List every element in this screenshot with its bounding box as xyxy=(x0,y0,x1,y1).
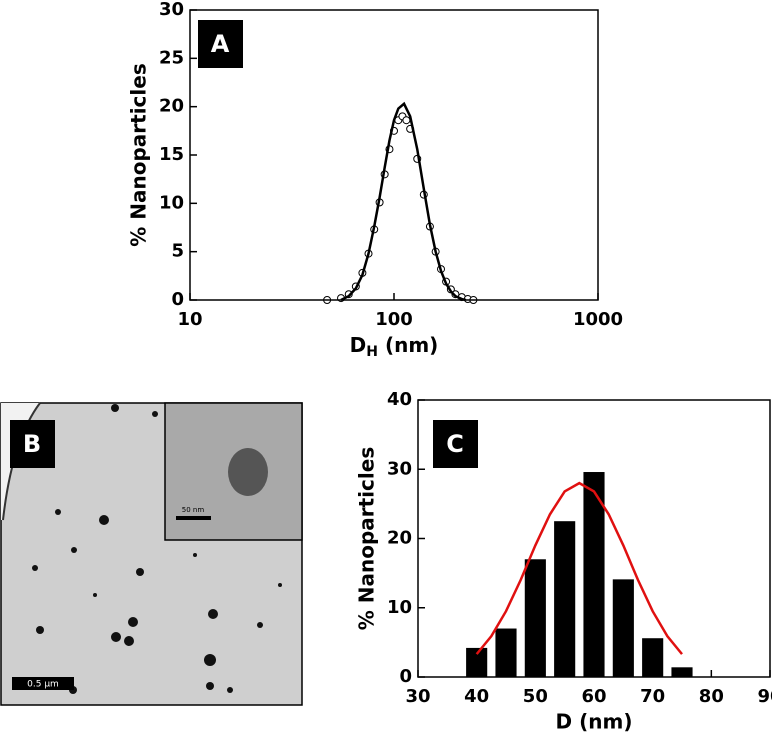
data-point xyxy=(402,116,411,125)
x-axis-label: DH (nm) xyxy=(350,333,439,361)
y-tick-label: 0 xyxy=(399,666,412,687)
scale-bar-label: 0.5 μm xyxy=(27,680,59,690)
micrograph xyxy=(0,402,303,706)
x-tick-label: 50 xyxy=(523,686,548,707)
bar xyxy=(554,521,576,677)
x-axis-label-part: D xyxy=(350,333,367,357)
panel-label: B xyxy=(23,430,41,458)
x-tick-label: 1000 xyxy=(573,309,623,330)
x-tick-label: 80 xyxy=(699,686,724,707)
y-tick-label: 20 xyxy=(159,96,184,117)
panel-label-box xyxy=(198,20,243,68)
x-tick-label: 40 xyxy=(464,686,489,707)
x-tick-label: 30 xyxy=(405,686,430,707)
y-tick-label: 30 xyxy=(387,458,412,479)
panel-label: C xyxy=(446,430,464,458)
plot-frame xyxy=(189,9,599,301)
y-tick-label: 20 xyxy=(387,528,412,549)
panel-label-box xyxy=(433,420,478,468)
y-tick-label: 30 xyxy=(159,0,184,20)
x-tick-label: 60 xyxy=(581,686,606,707)
bar xyxy=(583,472,605,677)
x-tick-label: 100 xyxy=(375,309,413,330)
x-tick-label: 10 xyxy=(177,309,202,330)
bar xyxy=(495,628,517,677)
x-axis-label-part: (nm) xyxy=(378,333,438,357)
y-axis-label: % Nanoparticles xyxy=(355,447,379,631)
y-tick-label: 25 xyxy=(159,47,184,68)
x-tick-label: 70 xyxy=(640,686,665,707)
bar xyxy=(466,647,488,677)
y-tick-label: 40 xyxy=(387,389,412,410)
bar xyxy=(642,638,664,677)
y-tick-label: 15 xyxy=(159,144,184,165)
y-tick-label: 10 xyxy=(387,597,412,618)
y-tick-label: 10 xyxy=(159,192,184,213)
panel-label: A xyxy=(211,30,230,58)
inset-scale-bar-label: 50 nm xyxy=(182,506,205,514)
bar xyxy=(612,579,634,677)
bar xyxy=(671,667,693,677)
fit-line xyxy=(475,481,683,655)
x-tick-label: 90 xyxy=(757,686,772,707)
x-axis-label: D (nm) xyxy=(556,710,633,734)
fit-line xyxy=(340,101,467,302)
y-tick-label: 0 xyxy=(171,289,184,310)
y-axis-label: % Nanoparticles xyxy=(127,63,151,247)
y-tick-label: 5 xyxy=(171,241,184,262)
x-axis-label-part: H xyxy=(366,344,378,360)
bar xyxy=(524,559,546,677)
